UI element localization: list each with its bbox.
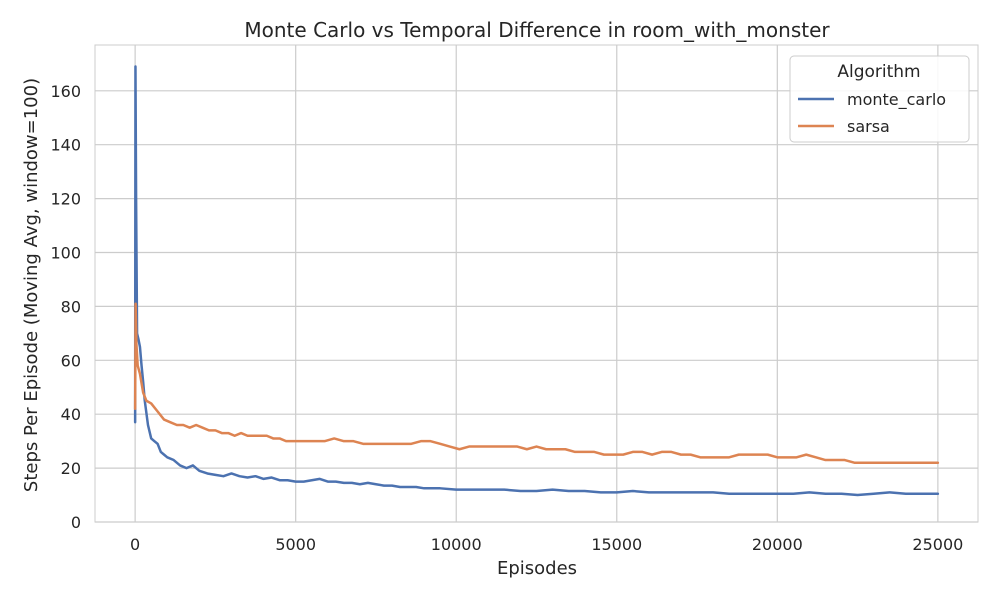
chart-title: Monte Carlo vs Temporal Difference in ro… <box>244 18 830 42</box>
lines-layer <box>133 65 940 497</box>
y-tick-label: 140 <box>50 136 81 155</box>
ticks-layer: 0 5000 10000 15000 20000 25000 0 20 40 60 80 100 120… <box>50 82 963 554</box>
series-line-sarsa <box>133 302 940 464</box>
y-tick-label: 60 <box>61 351 81 370</box>
legend: Algorithm monte_carlo sarsa <box>789 55 970 143</box>
y-tick-label: 40 <box>61 405 81 424</box>
legend-label-monte-carlo: monte_carlo <box>847 90 946 110</box>
x-tick-label: 10000 <box>431 535 482 554</box>
series-line-monte-carlo <box>133 65 940 497</box>
x-tick-label: 25000 <box>912 535 963 554</box>
y-tick-label: 0 <box>71 513 81 532</box>
x-tick-label: 15000 <box>591 535 642 554</box>
y-axis-label: Steps Per Episode (Moving Avg, window=10… <box>21 78 42 492</box>
x-axis-label: Episodes <box>497 558 577 579</box>
x-tick-label: 20000 <box>752 535 803 554</box>
y-tick-label: 80 <box>61 297 81 316</box>
legend-title: Algorithm <box>837 62 920 82</box>
y-tick-label: 120 <box>50 190 81 209</box>
x-tick-label: 0 <box>130 535 140 554</box>
plot-frame <box>94 44 979 523</box>
y-tick-label: 160 <box>50 82 81 101</box>
grid-layer <box>95 45 978 523</box>
legend-box <box>789 55 970 143</box>
legend-label-sarsa: sarsa <box>847 117 890 136</box>
y-tick-label: 20 <box>61 459 81 478</box>
x-tick-label: 5000 <box>275 535 316 554</box>
y-tick-label: 100 <box>50 244 81 263</box>
